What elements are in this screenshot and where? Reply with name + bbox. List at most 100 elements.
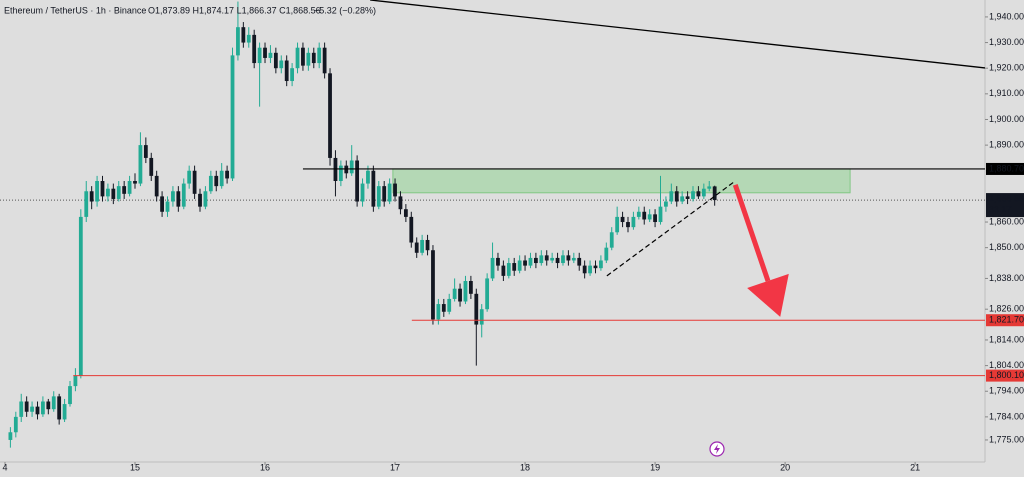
y-tick-label: 1,784.00 [989, 411, 1024, 421]
candle-body [328, 73, 332, 158]
candle-body [149, 157, 154, 176]
candle-body [680, 196, 685, 202]
candle-body [8, 432, 13, 440]
candle-body [561, 255, 565, 264]
candle-body [517, 260, 522, 271]
candle-body [604, 247, 609, 261]
candle-body [95, 181, 99, 202]
candle-body [360, 183, 365, 202]
candle-body [208, 175, 213, 192]
candle-body [452, 288, 457, 299]
candle-body [593, 265, 598, 269]
candle-body [506, 263, 511, 276]
candle-body [387, 183, 392, 202]
countdown: 33:17 [989, 204, 1012, 214]
candle-body [571, 257, 576, 261]
candle-body [301, 47, 305, 66]
arrow-head [747, 273, 789, 317]
candle-body [653, 214, 657, 223]
candle-body [198, 193, 202, 207]
y-tick-label: 1,804.00 [989, 360, 1024, 370]
support-trendline [606, 180, 736, 277]
candle-body [46, 401, 51, 410]
candle-body [171, 191, 175, 202]
candle-body [116, 186, 121, 199]
x-tick-label: 17 [390, 462, 400, 472]
candle-body [647, 214, 652, 220]
candle-body [106, 188, 110, 197]
candle-body [236, 27, 240, 56]
candle-body [674, 191, 679, 202]
x-tick-label: 19 [650, 462, 660, 472]
x-tick-label: 18 [520, 462, 530, 472]
candle-body [57, 396, 62, 420]
y-tick-label: 1,814.00 [989, 334, 1024, 344]
y-tick-label: 1,920.00 [989, 63, 1024, 73]
candle-body [230, 55, 235, 179]
y-tick-label: 1,775.00 [989, 434, 1024, 444]
trendline [370, 0, 986, 69]
candle-body [393, 183, 397, 197]
x-tick-label: 16 [260, 462, 270, 472]
candle-body [127, 181, 132, 194]
candle-body [376, 186, 381, 207]
price-line-label: 1,880.70 [989, 163, 1024, 173]
candle-body [311, 52, 316, 64]
current-price-label: 1,868.56 [989, 193, 1024, 203]
candle-body [609, 232, 614, 248]
candle-body [620, 216, 625, 223]
x-tick-label: 21 [910, 462, 920, 472]
candle-body [192, 170, 197, 194]
candle-body [219, 170, 224, 187]
candle-body [84, 191, 89, 217]
candle-body [588, 265, 592, 274]
candle-body [246, 34, 251, 43]
candle-body [371, 170, 376, 207]
symbol-title: Ethereum / TetherUS · 1h · Binance [4, 5, 146, 15]
candle-body [496, 257, 500, 266]
candle-body [550, 257, 555, 261]
candle-body [122, 186, 127, 194]
event-bolt [714, 444, 720, 454]
y-tick-label: 1,900.00 [989, 114, 1024, 124]
candle-body [636, 211, 641, 217]
candle-body [89, 191, 94, 202]
candle-body [631, 216, 636, 228]
candle-body [30, 406, 34, 412]
current-price-box [986, 193, 1024, 218]
candle-body [539, 255, 544, 264]
price-line-label: 1,800.10 [989, 370, 1024, 380]
candle-body [447, 298, 452, 312]
candle-body [523, 260, 527, 266]
candle-body [35, 406, 40, 415]
price-line-label: 1,821.70 [989, 315, 1024, 325]
change: −5.32 (−0.28%) [314, 5, 376, 15]
candle-body [24, 401, 29, 412]
candle-body [366, 170, 370, 184]
candle-body [41, 401, 45, 415]
candle-body [599, 260, 603, 269]
candle-body [490, 257, 495, 279]
candle-body [512, 263, 517, 271]
candle-body [154, 175, 159, 197]
candle-body [355, 160, 360, 202]
candle-body [441, 304, 446, 312]
candle-body [463, 280, 468, 302]
candle-body [431, 250, 435, 320]
candle-body [382, 186, 387, 202]
y-tick-label: 1,940.00 [989, 11, 1024, 21]
candle-body [317, 47, 322, 64]
candle-body [626, 222, 630, 228]
candle-body [138, 145, 143, 184]
candle-body [284, 60, 289, 82]
candle-body [165, 201, 170, 212]
candle-body [664, 201, 668, 207]
y-tick-label: 1,930.00 [989, 37, 1024, 47]
candle-body [78, 216, 83, 376]
y-tick-label: 1,910.00 [989, 88, 1024, 98]
price-line-box [986, 314, 1024, 327]
candle-body [425, 239, 430, 251]
candle-body [214, 175, 219, 187]
